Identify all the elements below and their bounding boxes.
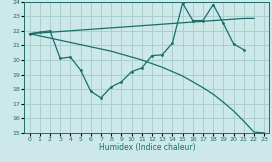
X-axis label: Humidex (Indice chaleur): Humidex (Indice chaleur) [98,143,195,152]
